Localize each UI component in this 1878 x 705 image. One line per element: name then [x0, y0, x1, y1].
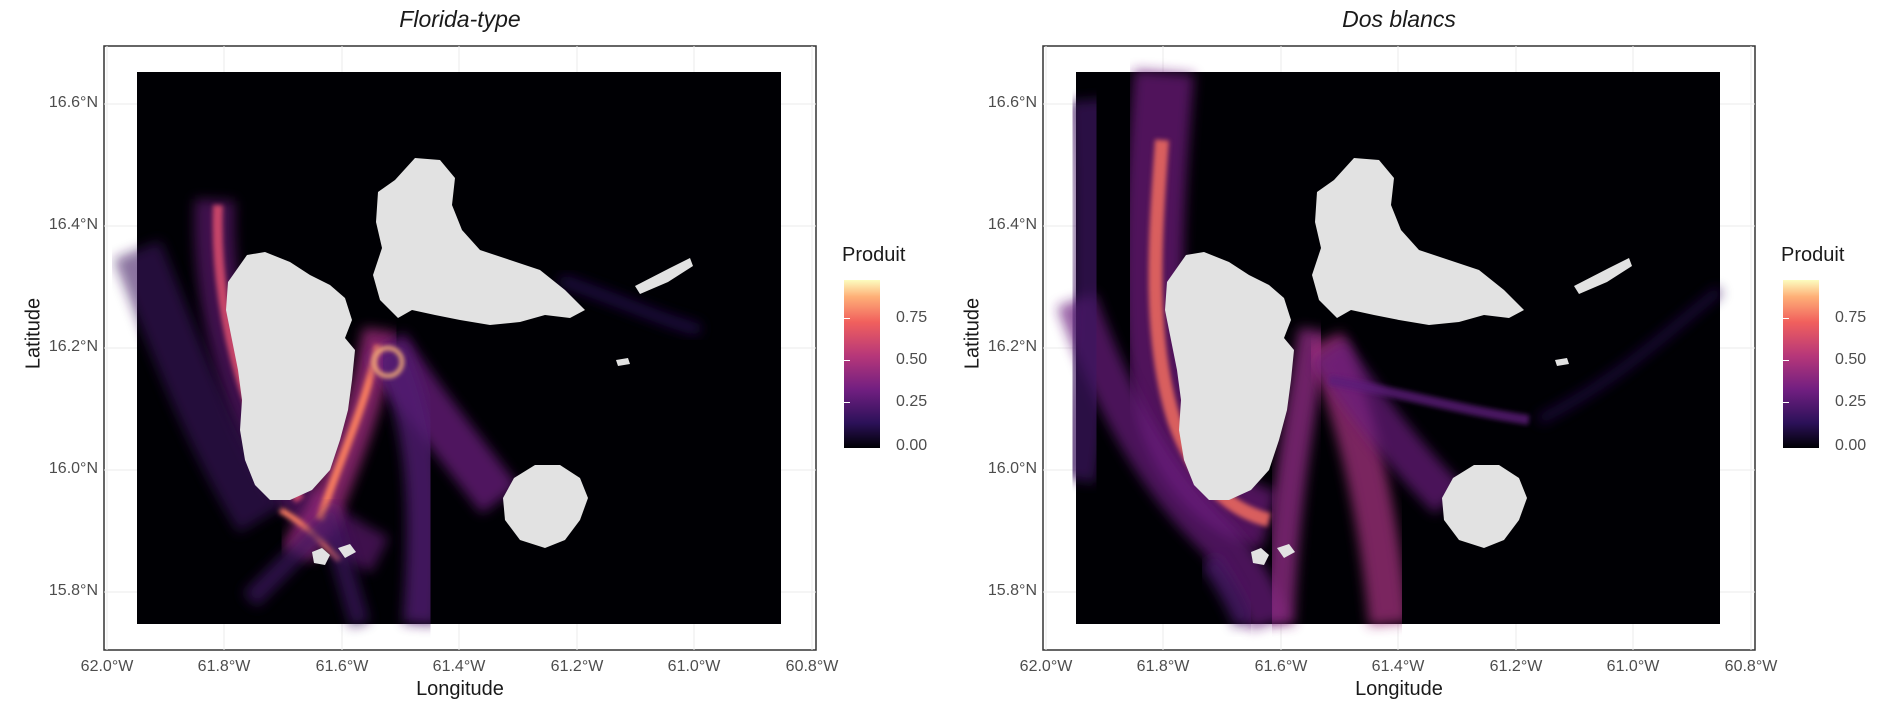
legend-tick-label: 0.00 — [1835, 437, 1867, 454]
legend-title: Produit — [842, 244, 906, 266]
x-axis-label: Longitude — [1355, 678, 1443, 700]
x-tick-label: 61.8°W — [1136, 658, 1190, 675]
legend-tick-label: 0.50 — [896, 351, 928, 368]
x-tick-label: 60.8°W — [785, 658, 839, 675]
y-tick-label: 16.4°N — [48, 216, 98, 233]
legend-title: Produit — [1781, 244, 1845, 266]
legend-tick-mark — [1783, 318, 1789, 319]
les-saintes-island — [312, 548, 330, 565]
x-tick-label: 61.4°W — [432, 658, 486, 675]
y-tick-label: 16.6°N — [48, 94, 98, 111]
y-tick-label: 16.6°N — [987, 94, 1037, 111]
legend-tick-mark — [844, 402, 850, 403]
basse-terre-island — [1165, 252, 1294, 500]
map-panel-florida-type: Florida-type Latitude Longitude 16.6°N 1… — [22, 6, 928, 700]
les-saintes-island — [1251, 548, 1269, 565]
y-axis-label-text: Latitude — [22, 297, 45, 370]
legend-tick-label: 0.25 — [1835, 393, 1867, 410]
map-plot — [103, 45, 817, 651]
x-tick-label: 61.8°W — [197, 658, 251, 675]
legend-tick-mark — [844, 318, 850, 319]
y-tick-label: 16.4°N — [987, 216, 1037, 233]
panel-title: Dos blancs — [1342, 6, 1456, 32]
y-tick-label: 16.0°N — [48, 460, 98, 477]
panel-title: Florida-type — [399, 6, 521, 32]
legend-tick-mark — [1783, 360, 1789, 361]
legend-tick-label: 0.75 — [896, 309, 928, 326]
islands — [1165, 158, 1632, 565]
petite-terre-islet — [616, 358, 630, 366]
legend-tick-mark — [844, 360, 850, 361]
x-tick-label: 62.0°W — [1019, 658, 1073, 675]
marie-galante-island — [503, 465, 588, 548]
density-trails — [113, 170, 702, 627]
basse-terre-island — [226, 252, 355, 500]
marie-galante-island — [1442, 465, 1527, 548]
petite-terre-islet — [1555, 358, 1569, 366]
legend-tick-label: 0.50 — [1835, 351, 1867, 368]
grande-terre-island — [373, 158, 585, 325]
legend-tick-label: 0.25 — [896, 393, 928, 410]
x-tick-label: 61.0°W — [1606, 658, 1660, 675]
legend-tick-label: 0.75 — [1835, 309, 1867, 326]
legend-tick-label: 0.00 — [896, 437, 928, 454]
y-tick-label: 15.8°N — [48, 582, 98, 599]
y-tick-label: 16.0°N — [987, 460, 1037, 477]
map-panel-dos-blancs: Dos blancs Latitude Longitude 16.6°N 16.… — [939, 0, 1878, 705]
les-saintes-islet — [1277, 544, 1295, 558]
x-axis-label: Longitude — [416, 678, 504, 700]
islands — [226, 158, 693, 565]
x-tick-label: 61.2°W — [550, 658, 604, 675]
legend-colorbar — [844, 280, 880, 448]
les-saintes-islet — [338, 544, 356, 558]
grande-terre-island — [1312, 158, 1524, 325]
y-tick-label: 16.2°N — [48, 338, 98, 355]
x-tick-label: 61.0°W — [667, 658, 721, 675]
la-desirade-island — [1574, 258, 1632, 294]
x-tick-label: 61.2°W — [1489, 658, 1543, 675]
legend-tick-mark — [1783, 402, 1789, 403]
x-tick-label: 60.8°W — [1724, 658, 1778, 675]
x-tick-label: 61.6°W — [1254, 658, 1308, 675]
y-axis-label-text: Latitude — [961, 297, 984, 370]
y-tick-label: 15.8°N — [987, 582, 1037, 599]
x-tick-label: 62.0°W — [80, 658, 134, 675]
x-tick-label: 61.4°W — [1371, 658, 1425, 675]
density-trails — [1056, 69, 1724, 631]
la-desirade-island — [635, 258, 693, 294]
x-tick-label: 61.6°W — [315, 658, 369, 675]
legend-colorbar — [1783, 280, 1819, 448]
y-tick-label: 16.2°N — [987, 338, 1037, 355]
map-plot — [1042, 45, 1756, 651]
